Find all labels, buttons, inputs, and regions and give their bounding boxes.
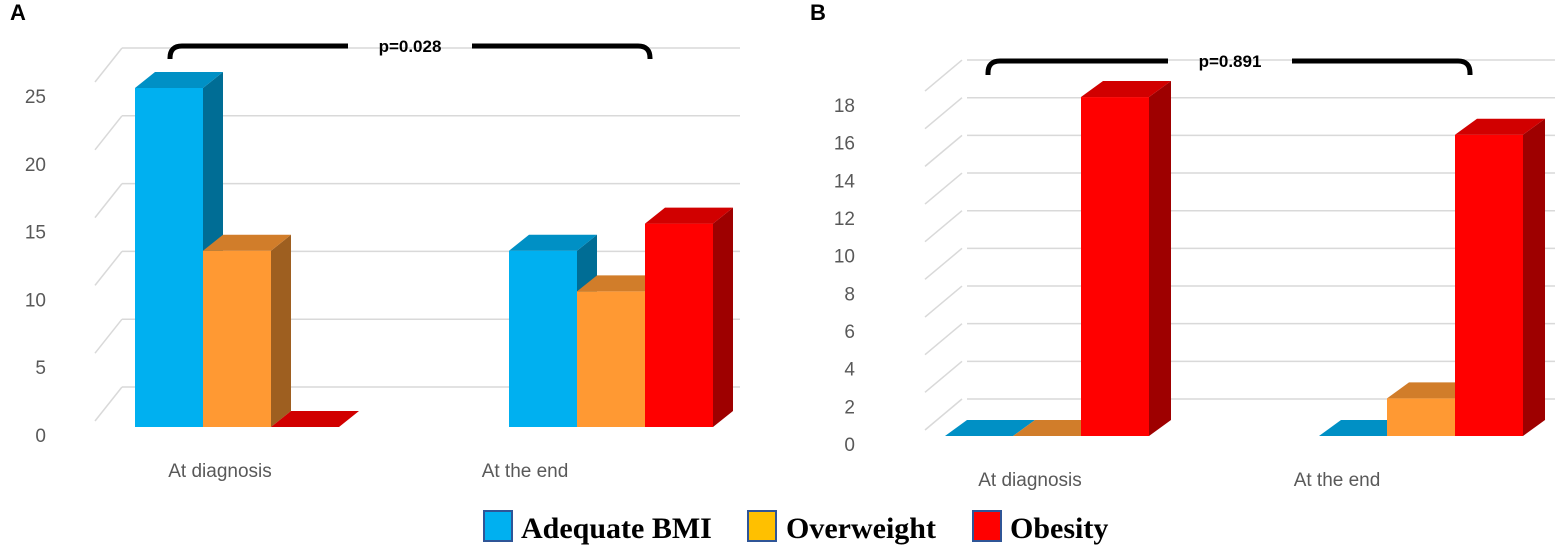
panel-a-gridline-side [94, 47, 123, 83]
panel-b-bar-obesity-1 [1081, 97, 1149, 436]
panel-a-bar-obesity-2-side [713, 207, 733, 427]
panel-b-bar-obesity-2-side [1523, 118, 1545, 436]
panel-b-bar-obesity-1-side [1149, 81, 1171, 436]
panel-b-tick-label: 10 [834, 247, 855, 268]
panel-b-gridline-side [924, 172, 963, 205]
panel-a-bar-obesity-2-top [645, 207, 733, 224]
panel-b-bracket-right [1292, 58, 1473, 75]
panel-a-tick-label: 0 [35, 426, 46, 447]
panel-a-p-value: p=0.028 [379, 37, 442, 56]
panel-b-tick-label: 2 [844, 397, 855, 418]
panel-b-tick-label: 4 [844, 360, 855, 381]
panel-a-category-label: At the end [482, 461, 569, 482]
panel-a-bracket-left [167, 43, 348, 59]
panel-b-gridline-side [924, 134, 963, 167]
legend-swatch-adequate-bmi [483, 510, 513, 542]
panel-a-bar-adequate-bmi-2-top [509, 234, 597, 251]
panel-a-bar-overweight-1 [203, 250, 271, 427]
panel-b-bar-obesity-1-top [1081, 81, 1171, 98]
panel-b-tick-label: 18 [834, 96, 855, 117]
panel-a-gridline-side [94, 115, 123, 151]
panel-b-tick-label: 14 [834, 171, 856, 192]
panel-a-bar-overweight-2-top [577, 275, 665, 292]
panel-b-tick-label: 8 [844, 284, 855, 305]
panel-b-bar-adequate-bmi-2-top [1319, 420, 1409, 436]
panel-b-bar-overweight-2-top [1387, 382, 1477, 399]
panel-b-gridline-side [924, 59, 963, 92]
panel-b-gridline-side [924, 97, 963, 130]
panel-b-bar-obesity-2 [1455, 134, 1523, 436]
panel-a-bar-adequate-bmi-1 [135, 88, 203, 427]
panel-a-category-label: At diagnosis [168, 461, 272, 482]
legend-swatch-overweight [747, 510, 777, 542]
panel-a-gridline-side [94, 183, 123, 219]
panel-b-bracket-left [985, 58, 1168, 75]
panel-b-label: B [810, 0, 826, 25]
panel-b-category-label: At the end [1294, 470, 1381, 491]
panel-b-bar-overweight-1-top [1013, 420, 1103, 436]
panel-b-category-label: At diagnosis [978, 470, 1082, 491]
legend-label-overweight: Overweight [786, 512, 936, 545]
panel-b-tick-label: 6 [844, 322, 855, 343]
legend-swatch-obesity [972, 510, 1002, 542]
panel-b-gridline-side [924, 360, 963, 393]
panel-a-bar-overweight-2 [577, 291, 645, 427]
panel-b-tick-label: 12 [834, 209, 855, 230]
panel-b-tick-label: 0 [844, 435, 855, 456]
panel-b-gridline-side [924, 398, 963, 431]
panel-b-bar-obesity-2-top [1455, 118, 1545, 135]
panel-a-tick-label: 15 [25, 223, 46, 244]
legend-label-adequate-bmi: Adequate BMI [521, 512, 712, 545]
panel-b-p-value: p=0.891 [1199, 52, 1262, 71]
legend-label-obesity: Obesity [1010, 512, 1108, 545]
panel-b-gridline-side [924, 285, 963, 318]
panel-b-bar-adequate-bmi-1-top [945, 420, 1035, 436]
panel-a-tick-label: 10 [25, 290, 46, 311]
panel-a-label: A [10, 0, 26, 25]
panel-a-tick-label: 25 [25, 87, 46, 108]
panel-b-gridline-side [924, 323, 963, 356]
panel-a-bar-overweight-1-side [271, 234, 291, 427]
panel-b-gridline-side [924, 210, 963, 243]
panel-a-bracket-right [472, 43, 653, 59]
panel-a-gridline-side [94, 318, 123, 354]
panel-a-bar-adequate-bmi-2 [509, 250, 577, 427]
panel-b-bar-overweight-2 [1387, 398, 1455, 436]
panel-a-gridline-side [94, 250, 123, 286]
panel-a-tick-label: 20 [25, 155, 46, 176]
panel-a-bar-obesity-1-top [271, 411, 359, 427]
panel-a-bar-obesity-2 [645, 223, 713, 427]
panel-b-gridline-side [924, 247, 963, 280]
panel-a-bar-adequate-bmi-1-top [135, 72, 223, 88]
panel-b-tick-label: 16 [834, 134, 855, 155]
panel-a-bar-overweight-1-top [203, 234, 291, 251]
panel-a-tick-label: 5 [35, 358, 46, 379]
panel-a-gridline-side [94, 386, 123, 422]
